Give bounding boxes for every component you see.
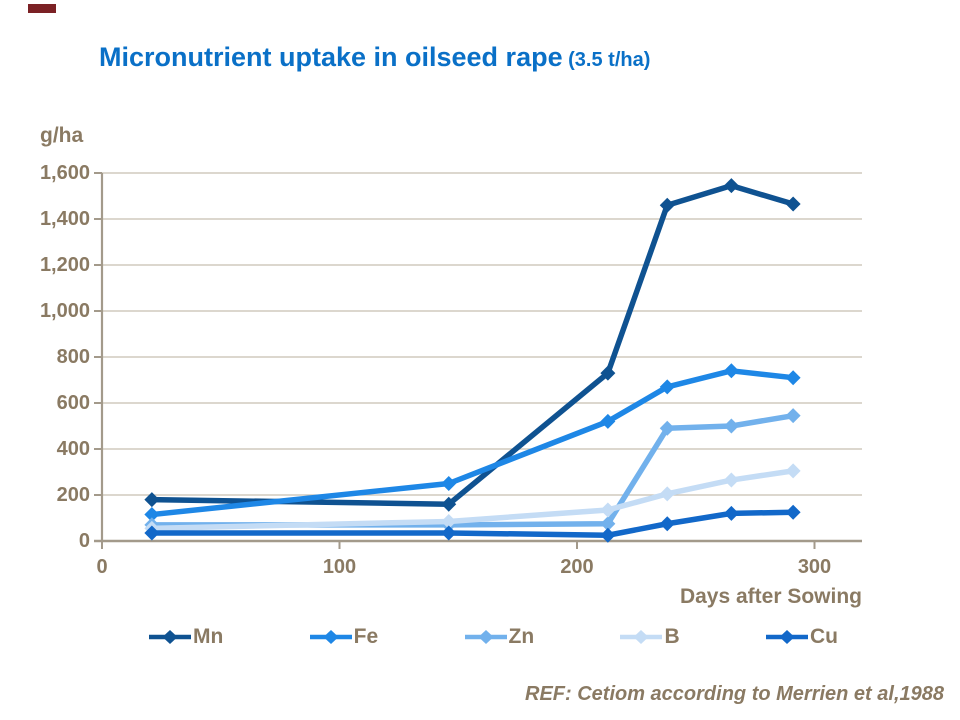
legend-marker-zn-icon bbox=[464, 630, 507, 644]
series-cu bbox=[144, 504, 801, 543]
legend-item-mn: Mn bbox=[148, 625, 223, 649]
series-markers bbox=[144, 363, 801, 523]
legend-item-cu: Cu bbox=[765, 625, 838, 649]
series-line bbox=[149, 468, 796, 532]
series-line bbox=[149, 182, 796, 507]
series-line bbox=[149, 368, 796, 518]
chart-title: Micronutrient uptake in oilseed rape (3.… bbox=[99, 42, 650, 73]
legend-item-b: B bbox=[619, 625, 680, 649]
chart-title-suffix: (3.5 t/ha) bbox=[562, 49, 651, 71]
y-axis-title: g/ha bbox=[40, 124, 84, 147]
legend-label: Cu bbox=[809, 625, 838, 648]
legend-item-zn: Zn bbox=[464, 625, 535, 649]
legend-marker-b-icon bbox=[620, 630, 663, 644]
series-b bbox=[144, 463, 801, 536]
legend-label: Mn bbox=[193, 625, 224, 648]
series-markers bbox=[144, 504, 801, 543]
legend-label: B bbox=[664, 625, 680, 648]
legend-label: Zn bbox=[508, 625, 535, 648]
chart-title-main: Micronutrient uptake in oilseed rape bbox=[99, 42, 563, 72]
series-fe bbox=[144, 363, 801, 523]
series-zn bbox=[144, 408, 801, 533]
reference-text: REF: Cetiom according to Merrien et al,1… bbox=[525, 683, 944, 705]
legend-label: Fe bbox=[353, 625, 379, 648]
legend-item-fe: Fe bbox=[309, 625, 379, 649]
chart-legend: Mn Fe Zn B Cu bbox=[148, 622, 838, 652]
x-axis-title: Days after Sowing bbox=[679, 585, 862, 608]
series-line bbox=[149, 412, 796, 528]
legend-marker-cu-icon bbox=[765, 630, 808, 644]
series-mn bbox=[144, 178, 801, 512]
slide-accent-bar bbox=[28, 4, 56, 13]
legend-marker-fe-icon bbox=[309, 630, 352, 644]
legend-marker-mn-icon bbox=[149, 630, 191, 644]
series-line bbox=[149, 509, 796, 538]
series-markers bbox=[144, 178, 801, 512]
